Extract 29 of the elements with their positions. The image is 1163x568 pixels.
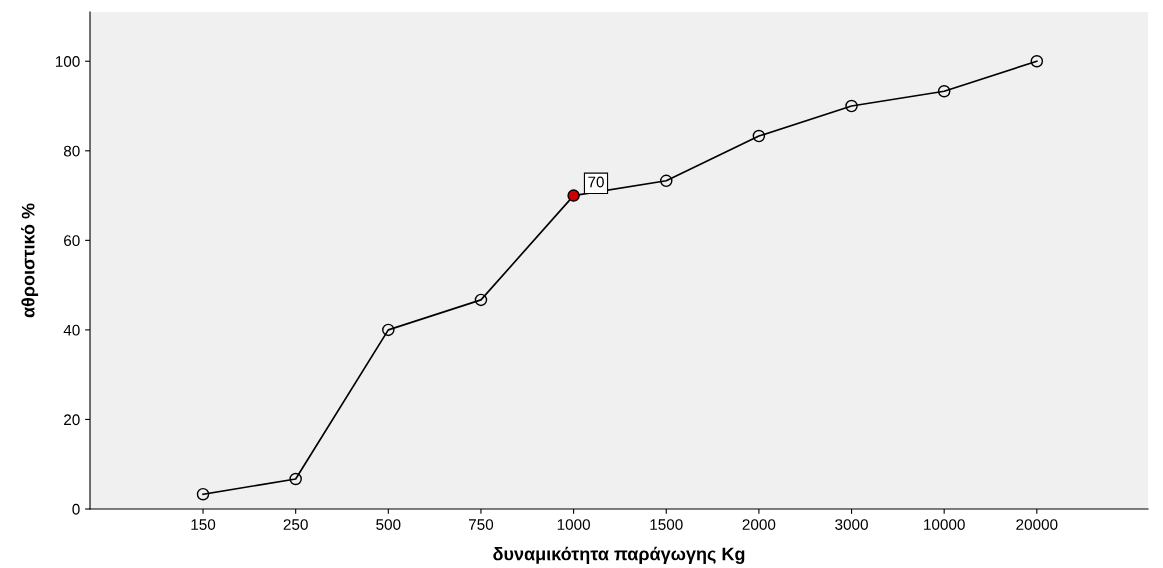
point bbox=[659, 174, 673, 188]
x-tick-label: 1500 bbox=[650, 519, 683, 530]
y-tick-label: 20 bbox=[64, 414, 80, 426]
y-tick-label: 40 bbox=[63, 324, 80, 336]
x-tick-label: 750 bbox=[469, 519, 494, 530]
y-axis-title: αθροιστικό % bbox=[21, 203, 39, 318]
x-tick-label: 20000 bbox=[1016, 519, 1058, 530]
x-tick-label: 3000 bbox=[835, 519, 868, 530]
point bbox=[937, 85, 951, 98]
point bbox=[845, 99, 858, 113]
data-label: 70 bbox=[588, 176, 604, 188]
x-tick-label: 250 bbox=[283, 519, 308, 530]
point bbox=[474, 293, 488, 307]
x-tick-label: 500 bbox=[376, 519, 401, 530]
point bbox=[196, 487, 210, 501]
point bbox=[289, 472, 302, 486]
y-tick-label: 0 bbox=[72, 503, 80, 515]
point bbox=[382, 323, 395, 337]
point bbox=[567, 189, 580, 202]
point bbox=[1030, 55, 1044, 68]
y-tick-label: 80 bbox=[63, 145, 80, 157]
x-tick-label: 150 bbox=[191, 519, 216, 530]
x-tick-label: 10000 bbox=[924, 519, 965, 530]
y-tick-label: 60 bbox=[64, 235, 80, 247]
point bbox=[752, 129, 766, 143]
x-axis-title: δυναμικότητα παράγωγης Kg bbox=[493, 546, 745, 564]
x-tick-label: 2000 bbox=[742, 519, 776, 530]
y-tick-label: 100 bbox=[55, 56, 80, 67]
x-tick-label: 1000 bbox=[557, 519, 590, 530]
